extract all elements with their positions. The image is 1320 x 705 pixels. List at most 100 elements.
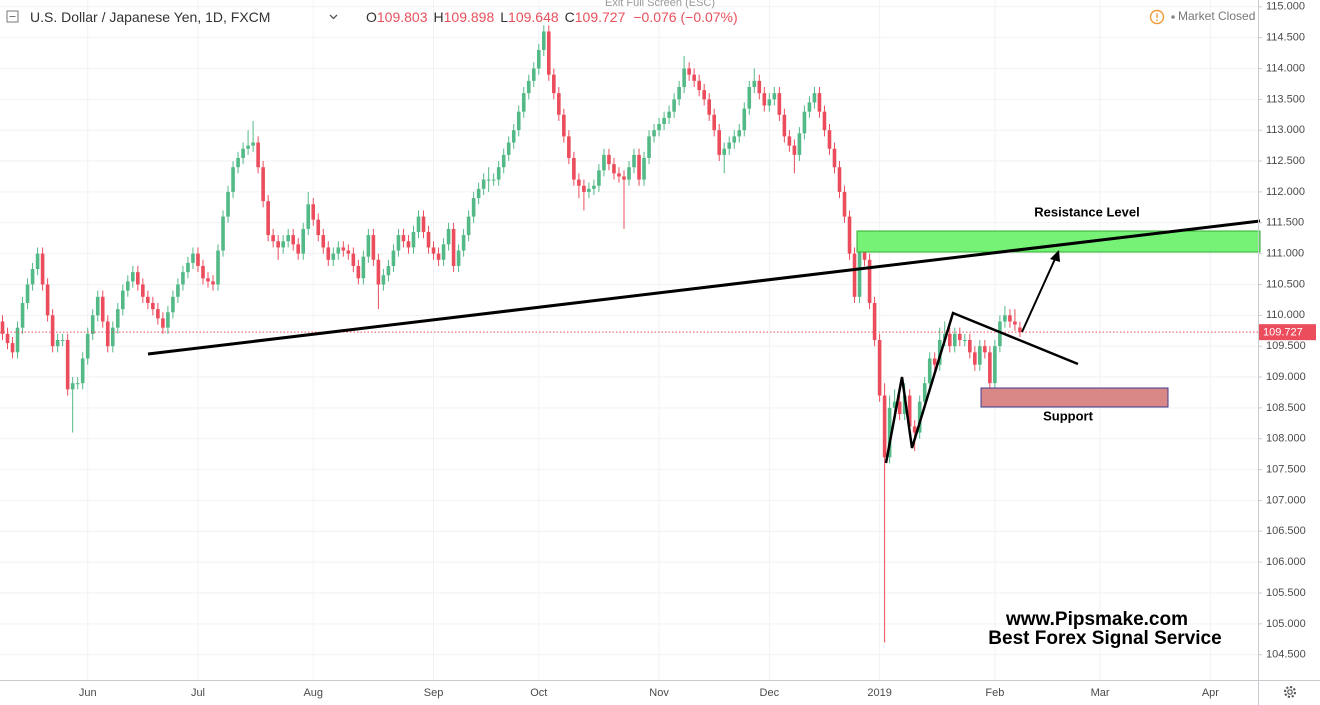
candle-body [957, 333, 962, 340]
y-tick-label: 104.500 [1266, 649, 1306, 661]
candle-body [336, 247, 341, 254]
candle-body [105, 321, 110, 347]
candle-body [872, 302, 877, 340]
candle-body [541, 31, 546, 50]
ohlc-row: O109.803 H109.898 L109.648 C109.727 −0.076 (… [366, 9, 738, 25]
annotation: Support [1043, 408, 1093, 423]
status-dot [1171, 15, 1175, 19]
candle-body [0, 321, 5, 334]
candle-body [526, 80, 531, 94]
candle-body [416, 216, 421, 233]
candle-body [842, 191, 847, 217]
candle-body [797, 133, 802, 155]
status-icon [1156, 19, 1158, 22]
candle-body [973, 352, 977, 365]
candle-body [456, 250, 461, 266]
candle-body [737, 130, 742, 137]
candle-body [70, 383, 75, 390]
candle-body [727, 142, 732, 149]
candle-body [1008, 315, 1012, 322]
last-price-tag [1259, 324, 1316, 341]
candle-body [20, 302, 25, 328]
watermark: Best Forex Signal Service [988, 628, 1221, 649]
ohlc-value: 109.727 [575, 9, 626, 25]
collapse-button[interactable] [6, 10, 19, 23]
settings-button[interactable] [1284, 686, 1296, 698]
candle-body [812, 93, 817, 103]
candle-body [822, 111, 827, 131]
candle-body [181, 272, 185, 285]
candle-body [256, 142, 260, 168]
candle-body [80, 358, 85, 384]
x-tick-label: Nov [649, 687, 669, 699]
candle-body [847, 216, 852, 254]
y-tick-label: 114.000 [1266, 62, 1305, 74]
arrow-line [1021, 258, 1056, 333]
y-tick-label: 114.500 [1266, 32, 1305, 44]
candle-body [411, 232, 416, 248]
candle-body [371, 235, 376, 260]
candle-body [351, 253, 356, 266]
candle-body [161, 318, 165, 328]
candle-body [151, 302, 155, 310]
candle-body [521, 93, 526, 112]
candle-body [236, 157, 240, 168]
candle-body [75, 383, 80, 385]
x-tick-label: Mar [1091, 687, 1110, 699]
candle-body [722, 148, 727, 155]
candle-body [25, 284, 30, 303]
candle-body [577, 179, 581, 186]
y-tick-label: 108.500 [1266, 402, 1306, 414]
candle-body [95, 296, 100, 316]
candle-body [376, 259, 381, 285]
candle-body [426, 232, 431, 248]
candle-body [35, 253, 40, 270]
candle-body [226, 191, 230, 217]
candle-body [567, 136, 571, 158]
candle-body [712, 114, 717, 131]
candle-body [171, 296, 175, 313]
candle-body [30, 269, 35, 285]
fullscreen-notice[interactable]: Exit Full Screen (ESC) [605, 0, 715, 9]
dropdown-icon[interactable] [329, 14, 338, 20]
y-tick-label: 113.000 [1266, 124, 1305, 136]
candle-body [176, 284, 180, 297]
candle-body [391, 250, 396, 266]
ohlc-value: 109.648 [508, 9, 559, 25]
ohlc-value: 109.803 [377, 9, 428, 25]
candle-body [461, 235, 466, 251]
candle-body [582, 185, 586, 192]
candle-body [446, 228, 451, 245]
candle-body [912, 426, 917, 433]
y-tick-label: 111.000 [1266, 248, 1304, 260]
candle-body [120, 290, 125, 310]
y-tick-label: 110.500 [1266, 278, 1305, 290]
candle-body [65, 340, 70, 390]
legend-row: U.S. Dollar / Japanese Yen, 1D, FXCM [30, 9, 270, 25]
candle-body [431, 247, 436, 254]
trend-line [147, 219, 1261, 356]
candle-body [1018, 327, 1022, 333]
x-tick-label: Aug [303, 687, 323, 699]
candle-body [286, 235, 290, 242]
candle-body [767, 99, 772, 106]
candle-body [486, 179, 491, 181]
candle-body [476, 188, 481, 199]
ohlc-value: 109.898 [444, 9, 495, 25]
candle-body [511, 130, 516, 143]
candle-body [471, 198, 476, 217]
candle-body [802, 111, 807, 134]
candle-body [587, 188, 591, 192]
candle-body [687, 68, 691, 75]
candle-body [421, 216, 426, 233]
candle-body [927, 358, 932, 384]
candle-body [501, 154, 506, 168]
candle-body [782, 114, 787, 137]
x-tick-label: Jun [79, 687, 97, 699]
candle-body [832, 148, 837, 168]
candle-body [657, 124, 661, 131]
candle-body [787, 136, 792, 146]
symbol-title[interactable]: U.S. Dollar / Japanese Yen, 1D, FXCM [30, 9, 270, 25]
candle-body [131, 272, 135, 282]
